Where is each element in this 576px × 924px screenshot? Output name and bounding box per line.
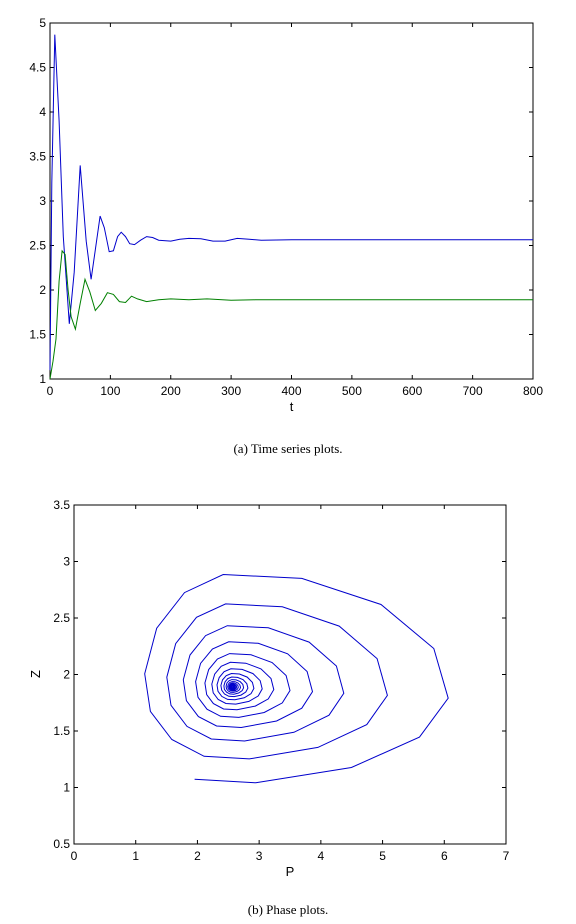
axis-ticks: 0 1 2 3 4 5 6 7 0.5 1 1.5 2 2.5 3 3.5 bbox=[53, 498, 509, 863]
x-tick-label: 500 bbox=[342, 384, 362, 398]
y-tick-label: 1.5 bbox=[29, 328, 46, 342]
y-tick-label: 1 bbox=[39, 372, 46, 386]
y-tick-label: 5 bbox=[39, 16, 46, 30]
phase-plot-chart: 0 1 2 3 4 5 6 7 0.5 1 1.5 2 2.5 3 3.5 P Z bbox=[28, 498, 510, 879]
time-series-chart: 0 100 200 300 400 500 600 700 800 1 1.5 2 2.5 3 3.5 4 4.… bbox=[29, 16, 543, 414]
series-lines bbox=[49, 34, 533, 380]
caption-b: (b) Phase plots. bbox=[247, 902, 329, 917]
x-tick-label: 0 bbox=[71, 849, 78, 863]
x-tick-label: 200 bbox=[161, 384, 181, 398]
series-lines bbox=[144, 573, 449, 784]
x-axis-label: t bbox=[290, 399, 294, 414]
x-tick-label: 5 bbox=[379, 849, 386, 863]
x-tick-label: 600 bbox=[402, 384, 422, 398]
y-axis-label: Z bbox=[28, 670, 43, 678]
x-tick-label: 3 bbox=[256, 849, 263, 863]
y-tick-label: 2.5 bbox=[29, 239, 46, 253]
x-tick-label: 7 bbox=[503, 849, 510, 863]
x-tick-label: 4 bbox=[318, 849, 325, 863]
y-tick-label: 2 bbox=[63, 668, 70, 682]
y-tick-label: 3 bbox=[63, 555, 70, 569]
y-tick-label: 4 bbox=[39, 105, 46, 119]
x-axis-label: P bbox=[286, 864, 295, 879]
y-tick-label: 1 bbox=[63, 781, 70, 795]
y-tick-label: 4.5 bbox=[29, 61, 46, 75]
x-tick-label: 700 bbox=[463, 384, 483, 398]
x-tick-label: 0 bbox=[47, 384, 54, 398]
y-tick-label: 3.5 bbox=[53, 498, 70, 512]
caption-a: (a) Time series plots. bbox=[233, 441, 343, 456]
plot-area-frame bbox=[49, 22, 534, 380]
y-tick-label: 3 bbox=[39, 194, 46, 208]
y-tick-label: 3.5 bbox=[29, 150, 46, 164]
axis-ticks: 0 100 200 300 400 500 600 700 800 1 1.5 2 2.5 3 3.5 4 4.… bbox=[29, 16, 543, 398]
y-tick-label: 2 bbox=[39, 283, 46, 297]
x-tick-label: 1 bbox=[132, 849, 139, 863]
x-tick-label: 6 bbox=[441, 849, 448, 863]
x-tick-label: 800 bbox=[523, 384, 543, 398]
x-tick-label: 400 bbox=[281, 384, 301, 398]
series-line-green bbox=[49, 249, 533, 380]
x-tick-label: 300 bbox=[221, 384, 241, 398]
y-tick-label: 0.5 bbox=[53, 837, 70, 851]
x-tick-label: 100 bbox=[100, 384, 120, 398]
y-tick-label: 2.5 bbox=[53, 611, 70, 625]
series-line-blue bbox=[49, 34, 533, 371]
phase-trajectory-line bbox=[144, 573, 449, 784]
y-tick-label: 1.5 bbox=[53, 724, 70, 738]
x-tick-label: 2 bbox=[194, 849, 201, 863]
